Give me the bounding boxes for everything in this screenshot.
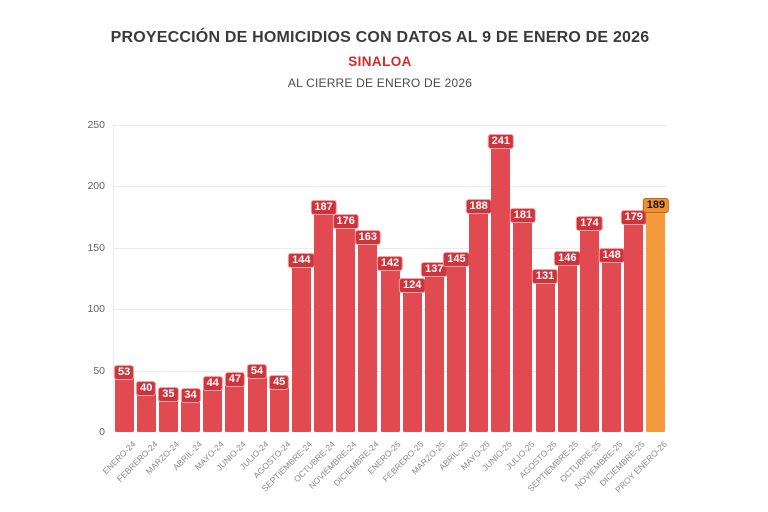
y-axis-tick-label: 250 (87, 119, 105, 131)
bar (358, 231, 378, 432)
chart-caption: AL CIERRE DE ENERO DE 2026 (287, 76, 473, 90)
y-axis-tick-label: 200 (87, 180, 105, 193)
bar (557, 252, 577, 432)
bar-value-label: 187 (310, 200, 337, 216)
bar-value-label: 148 (598, 248, 625, 264)
bar-value-label: 45 (269, 374, 290, 390)
bar-value-label: 53 (113, 364, 135, 380)
gridline (113, 125, 667, 126)
bar (469, 201, 489, 432)
bar-value-label: 174 (576, 216, 603, 232)
bar (203, 377, 223, 432)
bar-value-label: 179 (620, 210, 647, 226)
bar-value-label: 163 (354, 229, 382, 245)
bar (291, 255, 311, 432)
bar-value-label: 35 (158, 387, 179, 403)
bar-value-label: 241 (487, 134, 514, 150)
bar (624, 212, 644, 432)
bar (491, 136, 511, 432)
bar-value-label: 181 (509, 207, 537, 223)
bar-value-label: 131 (531, 269, 559, 285)
bar (269, 376, 289, 432)
bar (446, 253, 466, 432)
bar-value-label: 34 (180, 388, 201, 404)
bar-value-label: 137 (421, 261, 448, 277)
bar (247, 365, 267, 432)
y-axis-line (113, 125, 114, 432)
bar-value-label: 142 (376, 255, 404, 271)
bar (336, 215, 356, 432)
chart-title: PROYECCIÓN DE HOMICIDIOS CON DATOS AL 9 … (110, 29, 650, 46)
chart-subtitle: SINALOA (348, 54, 412, 69)
bar-value-label: 188 (465, 199, 492, 215)
bar-value-label: 54 (246, 363, 268, 379)
y-axis-tick-label: 0 (99, 426, 105, 438)
chart-header: PROYECCIÓN DE HOMICIDIOS CON DATOS AL 9 … (0, 28, 760, 90)
bar (646, 199, 666, 432)
bar (602, 250, 622, 432)
bar-value-label: 40 (136, 380, 157, 396)
gridline (113, 186, 667, 188)
bar (535, 271, 555, 432)
bar-value-label: 44 (202, 375, 223, 391)
bar (225, 374, 245, 432)
bar-value-label: 145 (443, 251, 470, 267)
bar-value-label: 189 (642, 197, 670, 213)
bar-value-label: 124 (398, 277, 426, 293)
bar (579, 218, 599, 432)
bar (513, 209, 533, 432)
y-axis-tick-label: 100 (87, 303, 105, 316)
bar (314, 202, 334, 432)
bar (114, 366, 134, 432)
bar-value-label: 47 (224, 372, 245, 388)
bar (402, 279, 422, 432)
y-axis-tick-label: 150 (87, 241, 105, 254)
bar (424, 263, 444, 432)
bar-value-label: 144 (288, 253, 315, 269)
bar (380, 257, 400, 432)
y-axis-tick-label: 50 (93, 364, 105, 377)
bar-value-label: 176 (332, 213, 359, 229)
bar-value-label: 146 (554, 250, 581, 266)
gridline (113, 247, 667, 249)
